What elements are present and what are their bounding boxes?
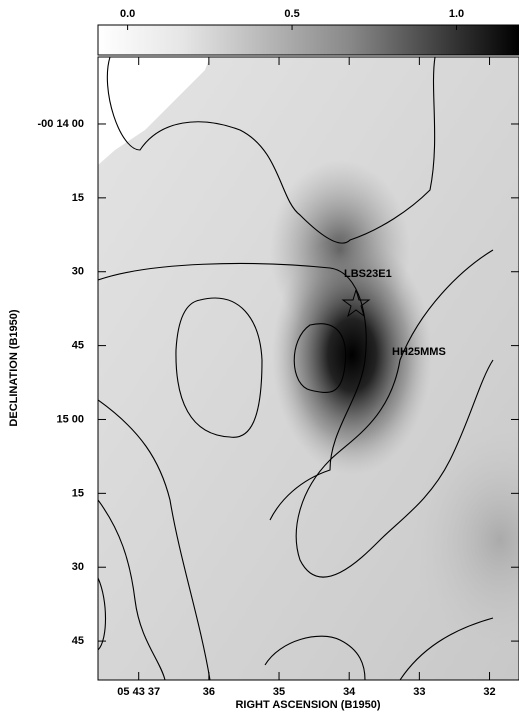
image [98,57,519,680]
x-tick-label: 05 43 37 [117,686,160,698]
y-tick-label: 30 [72,561,84,573]
y-tick-label: 15 00 [56,413,84,425]
x-tick-label: 32 [483,686,495,698]
annotation: HH25MMS [392,346,446,358]
y-axis-label: DECLINATION (B1950) [8,309,20,426]
y-tick-label: -00 14 00 [38,118,84,130]
colorbar-tick-label: 0.0 [120,8,135,20]
x-tick-label: 36 [203,686,215,698]
x-tick-label: 35 [273,686,285,698]
x-axis-label: RIGHT ASCENSION (B1950) [235,699,380,711]
colorbar-tick-label: 0.5 [284,8,299,20]
y-tick-label: 15 [72,192,84,204]
x-tick-label: 34 [343,686,356,698]
annotation: LBS23E1 [344,268,392,280]
y-tick-label: 45 [72,635,84,647]
y-tick-label: 30 [72,266,84,278]
y-tick-label: 45 [72,340,84,352]
colorbar-tick-label: 1.0 [449,8,464,20]
y-tick-label: 15 [72,487,84,499]
chart: LBS23E1 HH25MMS RIGHT ASCENSION (B1950) … [0,0,519,713]
colorbar [98,25,519,55]
x-tick-label: 33 [413,686,425,698]
